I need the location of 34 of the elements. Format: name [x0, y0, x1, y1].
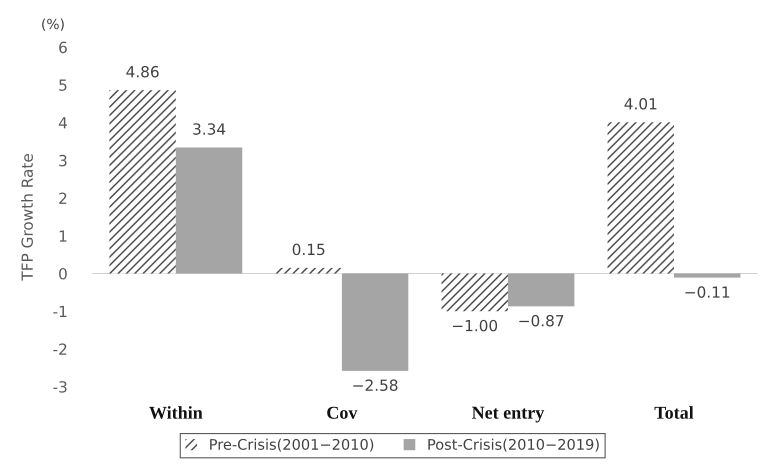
x-tick-label: Net entry — [472, 406, 544, 422]
bar — [275, 268, 342, 274]
bar — [176, 148, 242, 274]
y-tick-label: 6 — [59, 42, 67, 54]
legend-label: Post-Crisis(2010−2019) — [428, 438, 599, 452]
y-tick-label: 3 — [59, 154, 67, 166]
bar — [342, 274, 408, 371]
bar — [109, 90, 176, 274]
legend-label: Pre-Crisis(2001−2010) — [210, 438, 374, 452]
y-tick-label: -3 — [53, 381, 67, 393]
x-tick-label: Cov — [327, 406, 358, 419]
bar — [442, 274, 508, 312]
data-label: 3.34 — [193, 123, 226, 135]
bar — [608, 122, 674, 274]
y-tick-label: 0 — [59, 268, 67, 280]
y-tick-label: 5 — [59, 80, 66, 91]
data-label: −1.00 — [452, 320, 498, 332]
data-label: −0.11 — [685, 286, 730, 298]
data-label: 4.01 — [624, 98, 656, 110]
y-tick-label: -1 — [53, 306, 66, 318]
data-label: 4.86 — [126, 66, 159, 78]
data-label: −2.58 — [353, 379, 398, 391]
y-tick-label: 2 — [59, 192, 66, 204]
text: (%) — [42, 18, 64, 31]
y-tick-label: 4 — [58, 117, 67, 128]
bar — [508, 274, 574, 306]
data-label: 0.15 — [292, 244, 324, 256]
data-label: −0.87 — [519, 314, 564, 326]
x-tick-label: Total — [654, 406, 694, 419]
bar — [674, 274, 740, 278]
y-axis-title: TFP Growth Rate — [21, 154, 33, 281]
y-tick-label: -2 — [53, 343, 66, 355]
x-tick-label: Within — [149, 406, 202, 419]
y-tick-label: 1 — [60, 230, 66, 242]
